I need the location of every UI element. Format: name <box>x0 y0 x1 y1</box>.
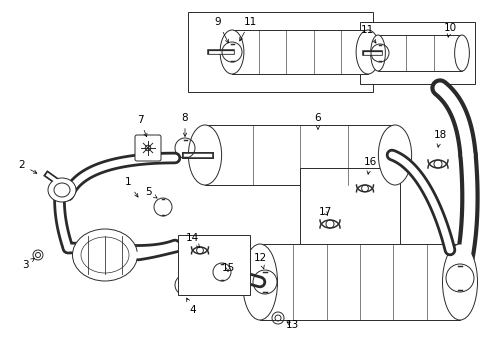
Text: 2: 2 <box>19 160 37 173</box>
FancyBboxPatch shape <box>135 135 161 161</box>
Text: 16: 16 <box>364 157 377 174</box>
Ellipse shape <box>54 183 70 197</box>
Bar <box>378 35 462 71</box>
Bar <box>178 235 250 295</box>
Text: 11: 11 <box>360 25 376 43</box>
Ellipse shape <box>73 229 138 281</box>
Bar <box>232 30 368 74</box>
Ellipse shape <box>356 30 380 74</box>
Text: 10: 10 <box>443 23 457 37</box>
Text: 8: 8 <box>182 113 188 136</box>
Ellipse shape <box>370 35 385 71</box>
Text: 17: 17 <box>318 207 332 217</box>
Text: 5: 5 <box>145 187 157 198</box>
Bar <box>188 12 373 92</box>
Ellipse shape <box>81 237 129 273</box>
Text: 1: 1 <box>124 177 138 197</box>
Text: 12: 12 <box>253 253 267 269</box>
Text: 4: 4 <box>187 298 196 315</box>
Ellipse shape <box>220 30 244 74</box>
Ellipse shape <box>243 244 277 320</box>
Ellipse shape <box>188 125 221 185</box>
Ellipse shape <box>48 178 76 202</box>
Ellipse shape <box>378 125 412 185</box>
Text: 3: 3 <box>22 258 34 270</box>
Bar <box>260 244 460 320</box>
Text: 11: 11 <box>240 17 257 41</box>
Text: 13: 13 <box>285 320 298 330</box>
Ellipse shape <box>455 35 469 71</box>
Ellipse shape <box>442 244 477 320</box>
Bar <box>360 22 475 84</box>
Text: 7: 7 <box>137 115 147 137</box>
Text: 15: 15 <box>221 263 235 273</box>
Text: 14: 14 <box>185 233 200 248</box>
Text: 6: 6 <box>315 113 321 129</box>
Bar <box>205 125 395 185</box>
Bar <box>300 168 400 246</box>
Text: 9: 9 <box>215 17 228 43</box>
Text: 18: 18 <box>433 130 446 147</box>
